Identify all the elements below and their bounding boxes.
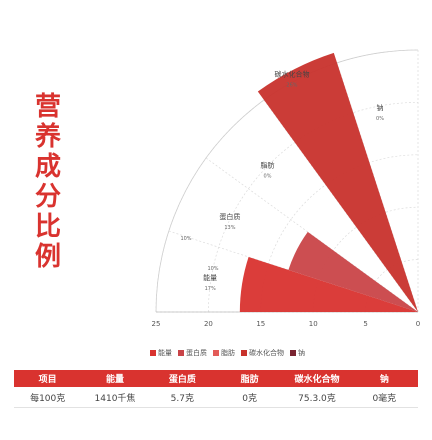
radial-tick-label: 10 — [309, 320, 318, 328]
table-header: 钠 — [350, 370, 418, 387]
table-header: 项目 — [14, 370, 82, 387]
legend-label: 钠 — [298, 349, 305, 357]
radial-tick-label: 15 — [256, 320, 265, 328]
table-header-row: 项目 能量 蛋白质 脂肪 碳水化合物 钠 — [14, 370, 418, 387]
value-label: 26% — [286, 82, 297, 88]
legend-item: 碳水化合物 — [241, 348, 284, 358]
legend-label: 能量 — [158, 349, 172, 357]
category-label: 能量 — [203, 273, 217, 282]
legend-label: 蛋白质 — [186, 349, 207, 357]
nutrition-table: 项目 能量 蛋白质 脂肪 碳水化合物 钠 每100克 1410千焦 5.7克 0… — [14, 370, 418, 408]
ring-label: 10% — [207, 266, 218, 272]
polar-bar-chart: 25 20 15 10 5 0 能量 17% 蛋白质 13% 脂肪 0% 碳水化合物 26% 钠 0% 10% 1… — [152, 49, 420, 328]
chart-bar-2 — [288, 231, 418, 312]
category-label: 蛋白质 — [219, 212, 240, 221]
chart-bar-4 — [257, 52, 418, 313]
legend-label: 碳水化合物 — [249, 349, 284, 357]
category-label: 脂肪 — [260, 160, 274, 169]
value-label: 0% — [264, 173, 272, 179]
legend-swatch — [290, 350, 296, 356]
page-title: 营养成分比例 — [34, 92, 61, 272]
legend-item: 钠 — [290, 348, 305, 358]
table-cell: 0克 — [215, 387, 284, 408]
legend-swatch — [150, 350, 156, 356]
grid-ring — [208, 102, 419, 313]
radial-tick-label: 25 — [152, 320, 161, 328]
legend-item: 脂肪 — [213, 348, 235, 358]
value-label: 17% — [205, 286, 216, 292]
value-label: 0% — [376, 116, 384, 122]
chart-legend: 能量 蛋白质 脂肪 碳水化合物 钠 — [150, 346, 305, 360]
legend-swatch — [213, 350, 219, 356]
table-header: 脂肪 — [215, 370, 284, 387]
table-header: 碳水化合物 — [283, 370, 351, 387]
legend-item: 能量 — [150, 348, 172, 358]
table-cell: 1410千焦 — [81, 387, 149, 408]
chart-bar-1 — [239, 256, 418, 312]
radial-tick-label: 5 — [363, 320, 367, 328]
value-label: 13% — [224, 225, 235, 231]
ring-label: 10% — [180, 236, 191, 242]
category-label: 碳水化合物 — [274, 69, 309, 78]
table-header: 蛋白质 — [148, 370, 216, 387]
table-cell: 75.3.0克 — [283, 387, 351, 408]
table-cell: 每100克 — [14, 387, 82, 408]
legend-swatch — [241, 350, 247, 356]
table-cell: 0毫克 — [350, 387, 418, 408]
table-row: 每100克 1410千焦 5.7克 0克 75.3.0克 0毫克 — [14, 387, 418, 408]
legend-item: 蛋白质 — [178, 348, 207, 358]
radial-tick-label: 20 — [204, 320, 213, 328]
table-header: 能量 — [81, 370, 149, 387]
legend-label: 脂肪 — [221, 349, 235, 357]
outer-ring — [155, 49, 419, 313]
legend-swatch — [178, 350, 184, 356]
category-label: 钠 — [377, 103, 384, 112]
grid-ring — [260, 154, 419, 313]
radial-tick-label: 0 — [416, 320, 420, 328]
table-cell: 5.7克 — [148, 387, 216, 408]
